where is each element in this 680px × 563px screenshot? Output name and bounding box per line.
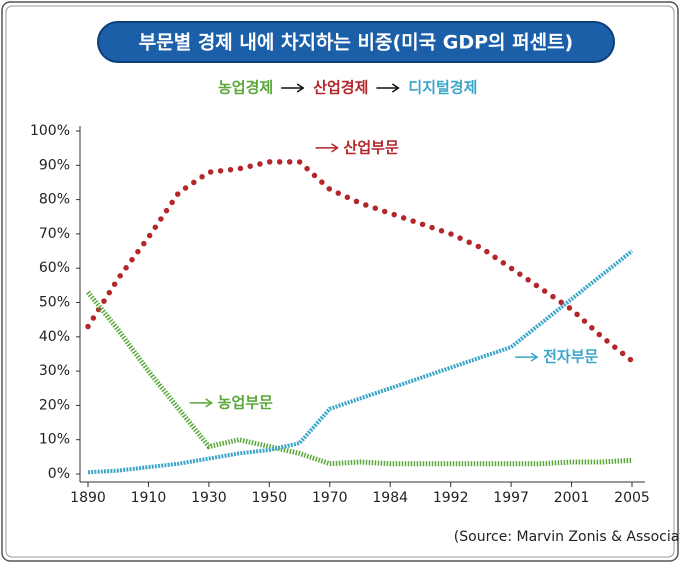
- y-tick-label: 40%: [39, 329, 70, 345]
- y-tick-label: 50%: [39, 295, 70, 311]
- subtitle-part: 디지털경제: [408, 79, 477, 97]
- series-label: 산업부문: [344, 138, 399, 156]
- series-label: 농업부문: [218, 393, 273, 411]
- y-tick-label: 10%: [39, 432, 70, 448]
- x-tick-label: 1890: [70, 490, 106, 506]
- series-line: [86, 290, 633, 467]
- x-tick-label: 1950: [252, 490, 288, 506]
- series-line: [87, 249, 634, 475]
- y-tick-label: 30%: [39, 363, 70, 379]
- series-label: 전자부문: [543, 348, 598, 366]
- chart-title: 부문별 경제 내에 차지하는 비중(미국 GDP의 퍼센트): [139, 32, 573, 54]
- x-tick-label: 2005: [614, 490, 650, 506]
- series-line: [85, 159, 635, 364]
- y-tick-label: 0%: [48, 466, 70, 482]
- source: (Source: Marvin Zonis & Associates): [454, 529, 680, 545]
- x-tick-label: 1970: [312, 490, 348, 506]
- subtitle-part: 산업경제: [313, 79, 368, 97]
- x-tick-label: 2001: [554, 490, 590, 506]
- x-tick-label: 1992: [433, 490, 469, 506]
- y-tick-label: 70%: [39, 226, 70, 242]
- x-tick-label: 1930: [191, 490, 227, 506]
- y-tick-label: 20%: [39, 397, 70, 413]
- y-tick-label: 60%: [39, 260, 70, 276]
- y-tick-label: 90%: [39, 157, 70, 173]
- subtitle-part: 농업경제: [218, 79, 273, 97]
- title-pill: [97, 21, 615, 63]
- arrow-head: [530, 352, 539, 362]
- x-tick-label: 1984: [372, 490, 408, 506]
- arrow-head: [296, 83, 305, 93]
- arrow-head: [205, 398, 214, 408]
- x-tick-label: 1997: [493, 490, 529, 506]
- y-tick-label: 100%: [30, 123, 70, 139]
- x-tick-label: 1910: [131, 490, 167, 506]
- frame-inner: [5, 5, 675, 558]
- arrow-head: [331, 143, 339, 153]
- arrow-head: [391, 83, 400, 93]
- y-tick-label: 80%: [39, 192, 70, 208]
